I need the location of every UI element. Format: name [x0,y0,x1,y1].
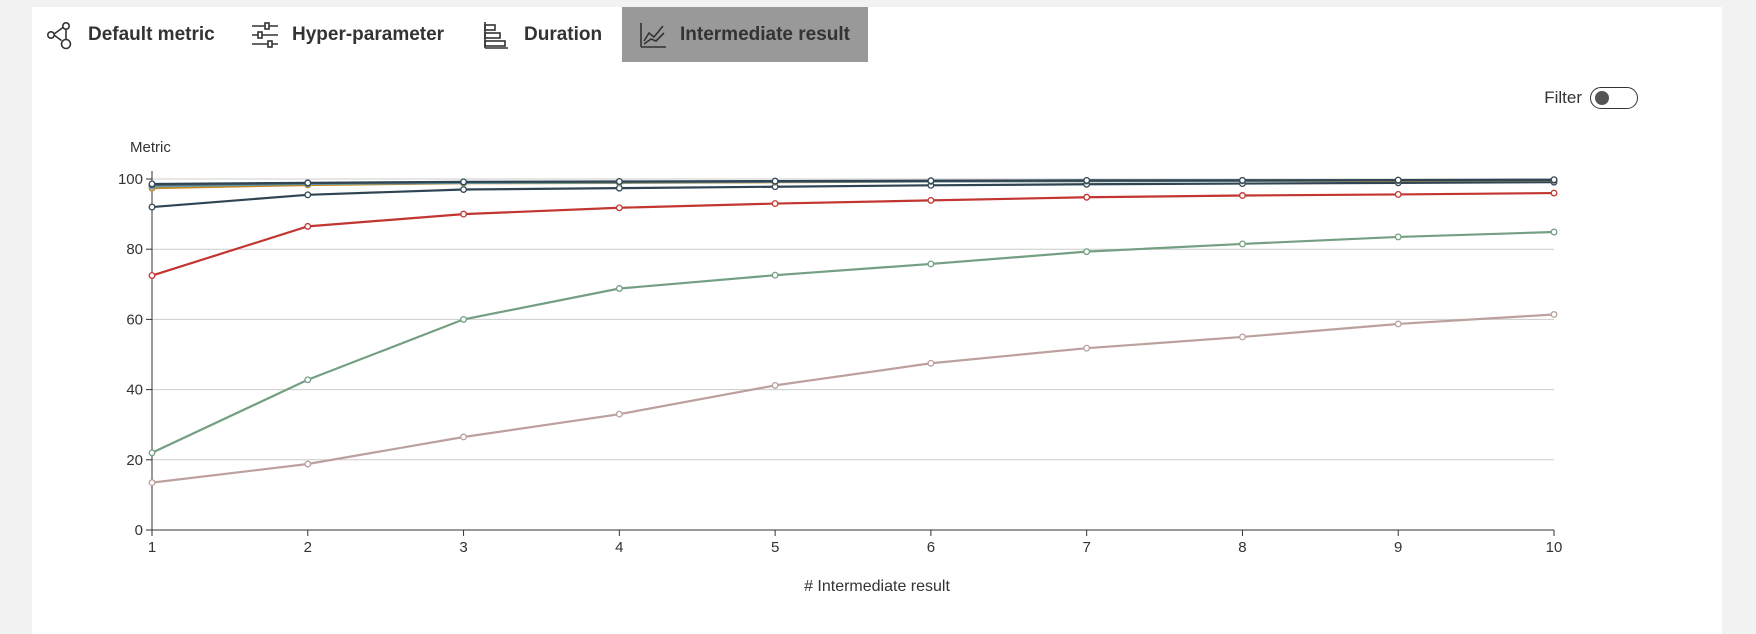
x-tick-label: 6 [927,539,935,556]
data-point [460,186,468,193]
y-tick-label: 20 [126,452,143,469]
data-point [615,204,623,212]
data-point [1238,240,1246,248]
tab-hyper-parameter-label: Hyper-parameter [292,23,445,45]
data-point [1394,320,1402,328]
data-point [927,359,935,367]
data-point [1394,190,1402,198]
data-point [148,479,156,487]
tab-default-metric-label: Default metric [88,23,215,45]
data-point [148,203,156,211]
data-point [1083,344,1091,352]
data-point [304,376,312,384]
data-point [615,410,623,418]
filter-control: Filter [1544,87,1638,109]
y-tick-label: 40 [126,382,143,399]
x-tick-label: 7 [1082,539,1090,556]
data-point [771,177,779,185]
x-tick-label: 3 [459,539,467,556]
data-point [1083,176,1091,184]
series-line [151,178,1555,186]
series-line [151,230,1555,454]
tab-duration[interactable]: Duration [482,7,622,62]
x-axis-label: # Intermediate result [804,578,950,595]
x-tick-label: 1 [148,539,156,556]
tab-intermediate-result[interactable]: Intermediate result [622,7,868,62]
data-point [1550,228,1558,236]
data-point [460,210,468,218]
data-point [304,222,312,230]
x-tick-label: 5 [771,539,779,556]
data-point [927,177,935,185]
data-point [1083,248,1091,256]
data-point [615,285,623,292]
series-line [151,181,1555,209]
trial-analysis-panel: Default metric Hyper-parameter [32,7,1722,634]
data-point [304,191,312,199]
sliders-icon [250,20,280,50]
data-point [460,178,468,186]
series-lines [148,176,1558,487]
data-point [1083,193,1091,201]
data-point [1550,311,1558,318]
data-point [1394,176,1402,184]
y-tick-label: 60 [126,311,143,328]
y-tick-label: 0 [135,522,143,539]
axes: 0 20 40 60 80 100 1 2 3 4 5 6 7 8 9 10 [118,171,1562,556]
data-point [771,381,779,389]
filter-toggle[interactable] [1590,87,1638,109]
tab-intermediate-result-label: Intermediate result [680,23,850,45]
data-point [927,196,935,204]
data-point [460,315,468,323]
data-point [304,179,312,187]
data-point [1238,192,1246,199]
toggle-knob [1595,91,1609,105]
intermediate-result-chart: 0 20 40 60 80 100 1 2 3 4 5 6 7 8 9 10 Metric # Interme… [118,139,1562,595]
data-point [771,200,779,208]
y-axis-label: Metric [130,139,171,156]
data-point [1550,189,1558,197]
series-line [151,191,1555,277]
data-point [927,260,935,268]
tab-hyper-parameter[interactable]: Hyper-parameter [250,7,450,62]
graph-nodes-icon [46,20,76,50]
tab-default-metric[interactable]: Default metric [46,7,242,62]
x-tick-label: 10 [1546,539,1563,556]
data-point [771,271,779,279]
data-point [1238,333,1246,341]
y-tick-label: 100 [118,171,143,188]
data-point [148,449,156,457]
data-point [304,460,312,468]
x-tick-label: 4 [615,539,623,556]
data-point [148,180,156,188]
data-point [148,272,156,279]
data-point [460,433,468,441]
y-tick-label: 80 [126,241,143,258]
bar-chart-icon [482,20,512,50]
x-tick-label: 9 [1394,539,1402,556]
data-point [615,178,623,185]
data-point [1238,176,1246,184]
data-point [1394,233,1402,241]
tab-duration-label: Duration [524,23,603,45]
x-tick-label: 2 [304,539,312,556]
line-chart-icon [638,20,668,50]
x-tick-label: 8 [1238,539,1246,556]
grid-lines [152,178,1554,461]
filter-label: Filter [1544,88,1582,107]
data-point [1550,176,1558,184]
series-line [151,313,1555,484]
